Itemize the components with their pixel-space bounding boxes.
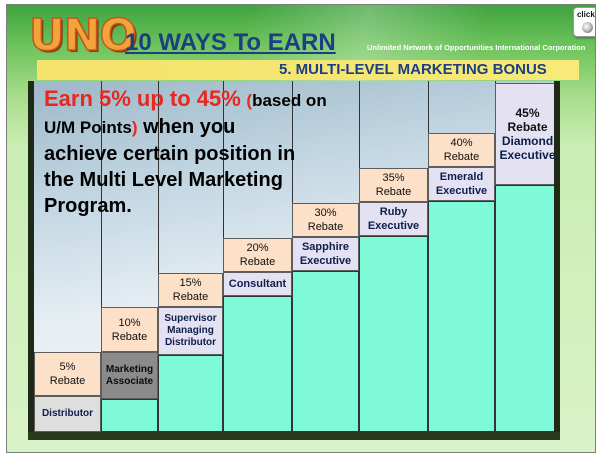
position-label: Distributor bbox=[41, 408, 94, 419]
column-divider bbox=[359, 81, 360, 168]
panel-right-border bbox=[554, 81, 560, 440]
headline-um-points: U/M Points bbox=[44, 118, 132, 137]
column-divider bbox=[292, 81, 293, 203]
headline-line3: achieve certain position in bbox=[44, 143, 296, 165]
position-label: Sapphire Executive bbox=[299, 241, 352, 267]
position-cell-6: Ruby Executive bbox=[359, 202, 428, 236]
rebate-percent: 30% bbox=[314, 207, 337, 219]
rebate-percent: 10% bbox=[118, 316, 141, 329]
subtitle: 5. MULTI-LEVEL MARKETING BONUS bbox=[279, 61, 547, 78]
panel-left-border bbox=[28, 81, 34, 440]
click-label: click. bbox=[576, 10, 596, 19]
headline-paren-open: ( bbox=[246, 91, 253, 110]
rebate-word: Rebate bbox=[443, 151, 480, 163]
click-button[interactable]: click. bbox=[573, 7, 596, 37]
position-cell-3: Supervisor Managing Distributor bbox=[158, 307, 223, 355]
position-label: Supervisor Managing Distributor bbox=[164, 313, 217, 348]
headline-rate-range: Earn 5% up to 45% bbox=[44, 86, 241, 111]
rebate-cell-1: 5% Rebate bbox=[34, 352, 101, 396]
organization-name: Unlimited Network of Opportunities Inter… bbox=[367, 43, 586, 52]
position-label: Consultant bbox=[228, 278, 287, 290]
rebate-cell-2: 10% Rebate bbox=[101, 307, 158, 352]
headline-line4: the Multi Level Marketing bbox=[44, 169, 283, 191]
position-label: Marketing Associate bbox=[105, 363, 154, 387]
position-cell-4: Consultant bbox=[223, 272, 292, 296]
page-title: 10 WAYS To EARN bbox=[125, 29, 336, 56]
step-fill-8 bbox=[495, 185, 560, 432]
rebate-cell-6: 35% Rebate bbox=[359, 168, 428, 202]
rebate-word: Rebate bbox=[172, 291, 209, 303]
rebate-word: Rebate bbox=[239, 256, 276, 268]
panel-bottom-border bbox=[28, 432, 560, 440]
column-divider bbox=[101, 81, 102, 307]
rebate-percent: 5% bbox=[59, 361, 76, 373]
column-divider bbox=[223, 81, 224, 238]
step-fill-3 bbox=[158, 355, 223, 432]
step-fill-7 bbox=[428, 201, 495, 432]
position-cell-1: Distributor bbox=[34, 396, 101, 432]
step-fill-5 bbox=[292, 271, 359, 432]
uno-logo: UNO bbox=[28, 10, 137, 61]
step-fill-2 bbox=[101, 399, 158, 432]
record-button-icon bbox=[582, 22, 593, 33]
rebate-cell-5: 30% Rebate bbox=[292, 203, 359, 237]
column-divider bbox=[158, 81, 159, 273]
rebate-percent: 15% bbox=[179, 277, 202, 289]
position-cell-2: Marketing Associate bbox=[101, 352, 158, 399]
headline: Earn 5% up to 45% (based on U/M Points) … bbox=[44, 86, 404, 219]
headline-paren-close: ) bbox=[131, 118, 138, 137]
rebate-word: Rebate bbox=[307, 221, 344, 233]
rebate-word: Rebate bbox=[375, 186, 412, 198]
rebate-word: Rebate bbox=[111, 330, 148, 343]
rebate-word: Rebate bbox=[507, 120, 548, 134]
slide-shade bbox=[7, 5, 595, 95]
column-divider bbox=[495, 81, 496, 83]
headline-line5: Program. bbox=[44, 195, 132, 217]
step-fill-6 bbox=[359, 236, 428, 432]
position-cell-7: Emerald Executive bbox=[428, 167, 495, 201]
position-label: Ruby Executive bbox=[367, 206, 420, 232]
rebate-word: Rebate bbox=[49, 375, 86, 387]
rebate-percent: 20% bbox=[246, 242, 269, 254]
position-label: Emerald Executive bbox=[435, 171, 488, 197]
position-cell-5: Sapphire Executive bbox=[292, 237, 359, 271]
rebate-percent: 35% bbox=[382, 172, 405, 184]
position-label: Diamond Executive bbox=[499, 134, 556, 162]
subtitle-banner: 5. MULTI-LEVEL MARKETING BONUS bbox=[37, 60, 579, 80]
rebate-percent: 45% bbox=[515, 106, 540, 120]
rebate-cell-8: 45% Rebate Diamond Executive bbox=[495, 83, 560, 185]
rebate-percent: 40% bbox=[450, 137, 473, 149]
step-fill-4 bbox=[223, 296, 292, 432]
headline-when-you: when you bbox=[137, 116, 236, 138]
rebate-cell-3: 15% Rebate bbox=[158, 273, 223, 307]
headline-based-on: based on bbox=[252, 91, 327, 110]
rebate-cell-4: 20% Rebate bbox=[223, 238, 292, 272]
rebate-cell-7: 40% Rebate bbox=[428, 133, 495, 167]
column-divider bbox=[428, 81, 429, 133]
